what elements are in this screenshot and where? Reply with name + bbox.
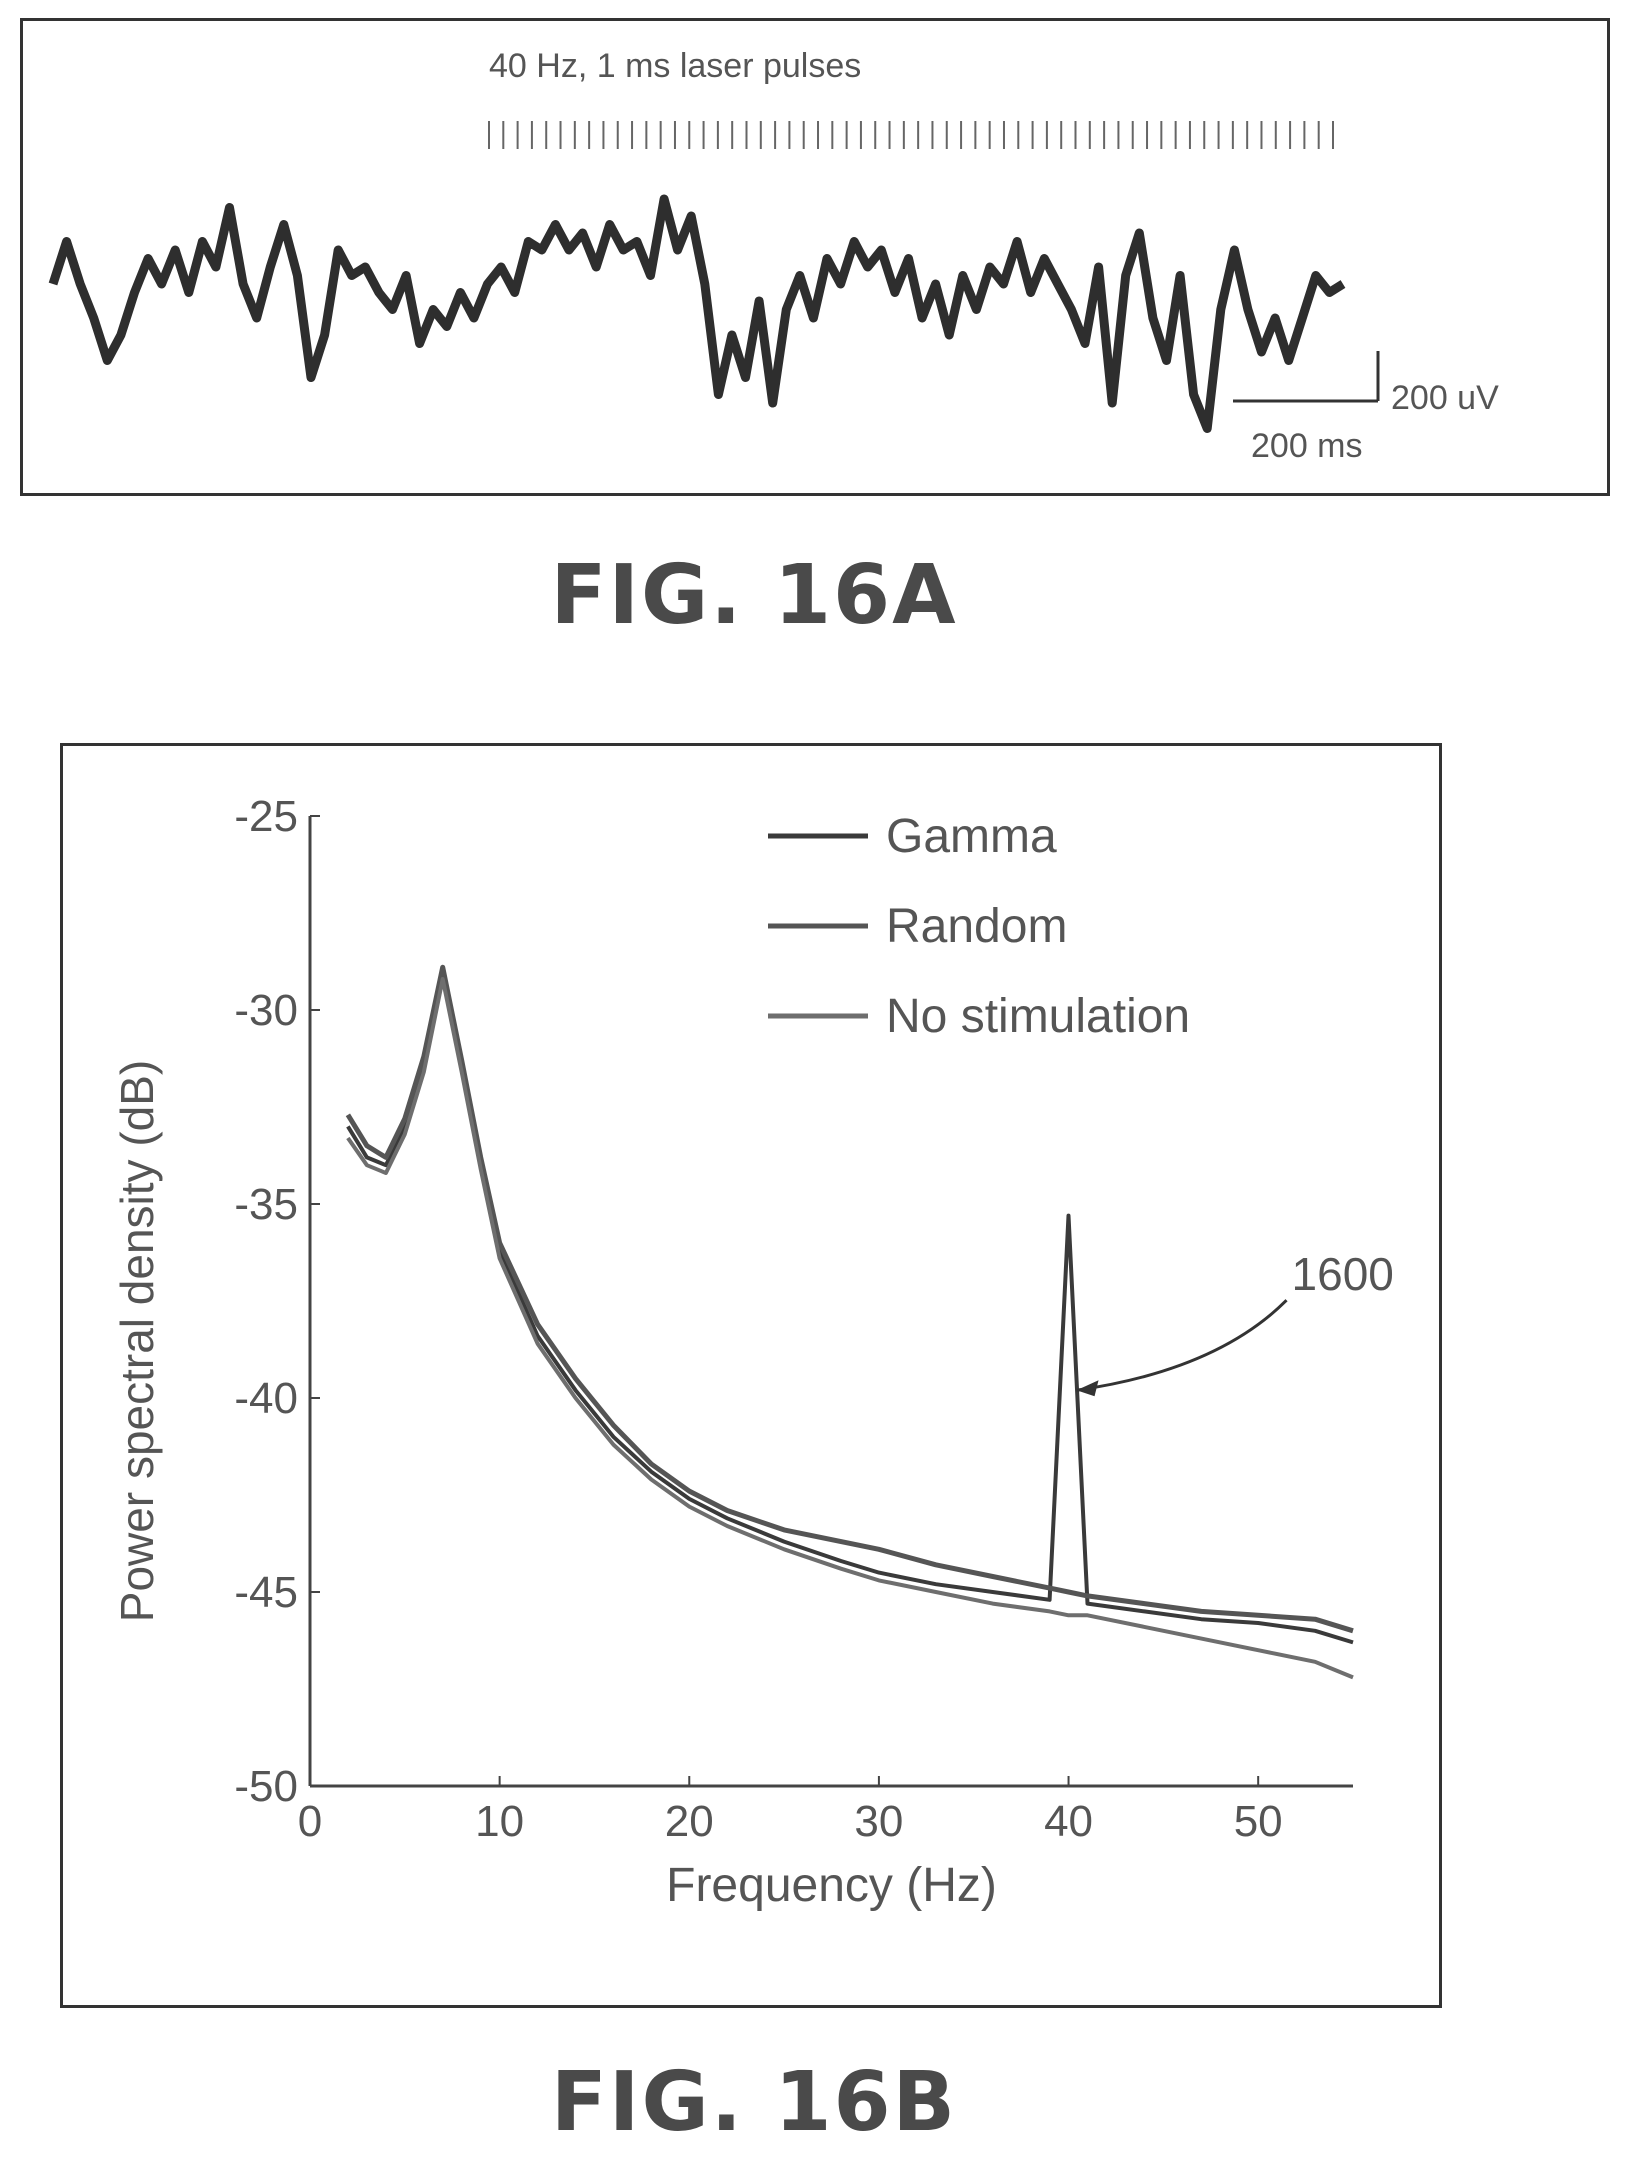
y-tick-label: -45 <box>234 1568 298 1617</box>
x-tick-label: 20 <box>665 1797 714 1846</box>
laser-pulse-markers <box>488 121 1334 149</box>
chart-axes: -25 -30 -35 -40 -45 -500 10 20 30 40 50 Frequency (… <box>111 792 1353 1912</box>
figure-16a-label: FIG. 16A <box>550 548 958 643</box>
x-tick-label: 0 <box>298 1797 322 1846</box>
x-tick-label: 10 <box>475 1797 524 1846</box>
y-tick-label: -25 <box>234 792 298 841</box>
y-tick-label: -40 <box>234 1374 298 1423</box>
eeg-trace <box>48 194 1346 433</box>
y-tick-label: -35 <box>234 1180 298 1229</box>
x-tick-label: 40 <box>1044 1797 1093 1846</box>
y-tick-label: -30 <box>234 986 298 1035</box>
x-tick-label: 30 <box>854 1797 903 1846</box>
psd-chart: -25 -30 -35 -40 -45 -500 10 20 30 40 50 Frequency (… <box>111 792 1394 1912</box>
scale-bar-time-label: 200 ms <box>1251 427 1363 465</box>
chart-series <box>345 964 1354 1680</box>
psd-chart-panel: -25 -30 -35 -40 -45 -50 0 10 20 30 40 50 Frequency (… <box>60 743 1442 2008</box>
y-axis-label: Power spectral density (dB) <box>111 1060 163 1622</box>
eeg-trace-chart: 40 Hz, 1 ms laser pulses 200 uV 200 ms <box>48 47 1499 465</box>
x-tick-label: 50 <box>1234 1797 1283 1846</box>
stimulus-label: 40 Hz, 1 ms laser pulses <box>489 47 861 85</box>
figure-16b-label: FIG. 16B <box>550 2055 958 2150</box>
legend-label: No stimulation <box>886 990 1190 1043</box>
scale-bar-voltage-label: 200 uV <box>1391 379 1499 417</box>
annotation-arrowhead <box>1076 1380 1099 1397</box>
eeg-trace-line <box>48 194 1346 433</box>
scale-bar: 200 uV 200 ms <box>1233 351 1499 465</box>
annotation-arrow-line <box>1076 1299 1288 1392</box>
legend-label: Gamma <box>886 810 1057 863</box>
chart-annotations: 1600 <box>1076 1248 1394 1397</box>
legend-label: Random <box>886 900 1067 953</box>
eeg-trace-panel: 40 Hz, 1 ms laser pulses 200 uV 200 ms <box>20 18 1610 496</box>
annotation-label: 1600 <box>1292 1248 1394 1300</box>
chart-legend: Gamma Random No stimulation <box>768 810 1190 1043</box>
y-tick-label: -50 <box>234 1762 298 1811</box>
x-axis-label: Frequency (Hz) <box>666 1859 997 1912</box>
series-line-no-stimulation <box>346 977 1354 1680</box>
series-line-random <box>345 964 1354 1634</box>
